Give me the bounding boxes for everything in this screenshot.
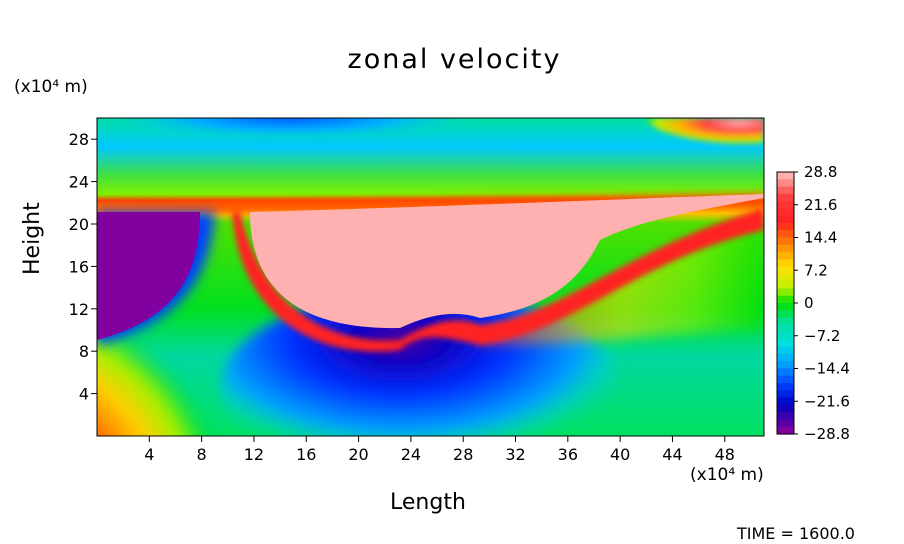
colorbar-tick-label: 7.2 (804, 261, 828, 279)
x-tick-label: 8 (197, 445, 207, 464)
top-right-region (640, 118, 764, 145)
x-axis-label: Length (390, 490, 466, 515)
colorbar-swatch (777, 252, 794, 260)
x-tick-label: 40 (610, 445, 630, 464)
y-tick-label: 16 (69, 257, 89, 276)
y-tick-label: 4 (79, 385, 89, 404)
x-tick-label: 16 (296, 445, 316, 464)
y-tick-label: 12 (69, 300, 89, 319)
colorbar-swatch (777, 310, 794, 319)
colorbar-swatch (777, 419, 794, 428)
y-tick-label: 20 (69, 215, 89, 234)
colorbar-swatch (777, 383, 794, 391)
colorbar-swatch (777, 412, 794, 421)
colorbar-swatch (777, 179, 794, 188)
colorbar-tick-label: 0 (804, 294, 814, 312)
x-tick-label: 4 (144, 445, 154, 464)
x-tick-label: 20 (348, 445, 368, 464)
colorbar-swatch (777, 222, 794, 231)
colorbar-swatch (777, 259, 794, 268)
colorbar-swatch (777, 353, 794, 362)
x-tick-label: 12 (244, 445, 264, 464)
heatmap-field (97, 118, 764, 436)
y-tick-label: 8 (79, 342, 89, 361)
colorbar-swatch (777, 368, 794, 377)
x-tick-label: 48 (715, 445, 735, 464)
x-tick-label: 32 (505, 445, 525, 464)
y-ticks: 4 8 12 16 20 24 28 (69, 130, 97, 404)
time-label: TIME = 1600.0 (737, 524, 855, 543)
colorbar-swatch (777, 426, 794, 435)
colorbar-swatch (777, 404, 794, 413)
upper-mid-core (250, 194, 764, 329)
lower-left-region (97, 320, 225, 436)
colorbar-swatch (777, 237, 794, 246)
colorbar-swatch (777, 303, 794, 311)
colorbar-swatch (777, 230, 794, 239)
y-axis-unit: (x10⁴ m) (14, 77, 88, 97)
upper-shear-band (97, 192, 764, 215)
colorbar-swatch (777, 397, 794, 406)
colorbar-swatch (777, 193, 794, 202)
colorbar-swatch (777, 375, 794, 384)
x-tick-label: 44 (662, 445, 682, 464)
x-ticks: 4 8 12 16 20 24 28 32 36 40 44 48 (144, 436, 735, 464)
colorbar-tick-label: −7.2 (804, 327, 840, 345)
colorbar-swatch (777, 346, 794, 355)
colorbar-swatch (777, 281, 794, 290)
x-tick-label: 36 (558, 445, 578, 464)
colorbar-swatch (777, 332, 794, 340)
colorbar-swatch (777, 339, 794, 348)
y-tick-label: 28 (69, 130, 89, 149)
upper-left-core (97, 212, 200, 340)
colorbar-swatch (777, 317, 794, 326)
colorbar-swatch (777, 295, 794, 304)
x-tick-label: 24 (401, 445, 421, 464)
colorbar-tick-label: −14.4 (804, 360, 850, 378)
colorbar-tick-label: −28.8 (804, 425, 850, 443)
colorbar-swatch (777, 201, 794, 209)
colorbar-swatch (777, 324, 794, 333)
plot-frame (96, 117, 765, 437)
colorbar-swatch (777, 361, 794, 370)
chart-title: zonal velocity (347, 44, 562, 75)
colorbar-swatch (777, 244, 794, 253)
colorbar-swatch (777, 288, 794, 297)
colorbar-swatch (777, 215, 794, 224)
colorbar-tick-label: −21.6 (804, 392, 850, 410)
colorbar-swatch (777, 186, 794, 195)
x-axis-unit: (x10⁴ m) (690, 465, 764, 485)
colorbar-tick-label: 28.8 (804, 163, 837, 181)
colorbar-tick-label: 21.6 (804, 196, 837, 214)
colorbar-tick-label: 14.4 (804, 229, 837, 247)
colorbar-swatch (777, 390, 794, 399)
colorbar-swatch (777, 172, 794, 180)
y-tick-label: 24 (69, 173, 89, 192)
top-band-region (97, 118, 490, 142)
x-tick-label: 28 (453, 445, 473, 464)
upper-mid-edge (232, 208, 764, 352)
colorbar: 28.8 21.6 14.4 7.2 0 −7.2 −14.4 −21.6 −28.8 (776, 163, 850, 443)
colorbar-swatch (777, 266, 794, 275)
colorbar-swatch (777, 208, 794, 217)
colorbar-swatch (777, 273, 794, 282)
